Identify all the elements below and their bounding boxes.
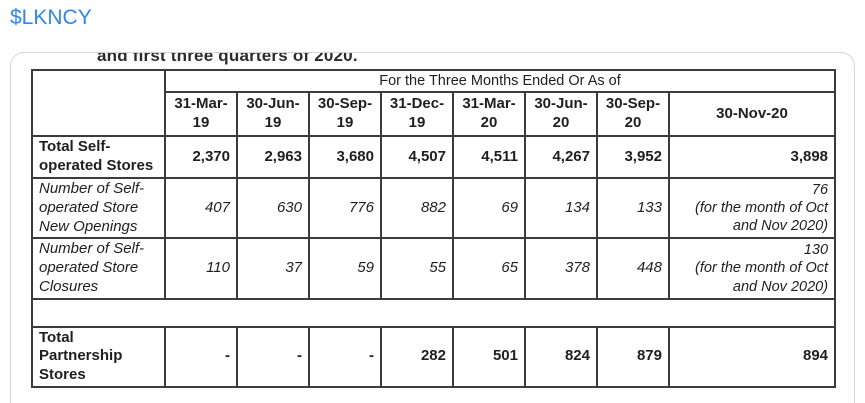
- cashtag-link[interactable]: $LKNCY: [10, 6, 92, 29]
- cell-value: 59: [308, 237, 382, 300]
- cell-value: 879: [596, 325, 670, 388]
- row-label: Number of Self-operated Store New Openin…: [31, 177, 166, 240]
- cell-value: 130: [803, 242, 829, 259]
- cell-value: 4,267: [524, 135, 598, 180]
- column-header: 31-Mar-19: [164, 91, 238, 138]
- cell-value: -: [236, 325, 310, 388]
- cell-value: 76: [811, 182, 829, 199]
- cell-value: 133: [596, 177, 670, 240]
- cell-value: 501: [452, 325, 526, 388]
- header-dates-row: 31-Mar-19 30-Jun-19 30-Sep-19 31-Dec-19 …: [32, 91, 837, 138]
- cell-value: 65: [452, 237, 526, 300]
- table-row-total-self-operated: Total Self-operated Stores 2,370 2,963 3…: [31, 135, 837, 180]
- column-header: 30-Jun-19: [236, 91, 310, 138]
- column-header: 31-Mar-20: [452, 91, 526, 138]
- cell-value: 4,507: [380, 135, 454, 180]
- column-header: 31-Dec-19: [380, 91, 454, 138]
- cell-value: 4,511: [452, 135, 526, 180]
- cell-value: 882: [380, 177, 454, 240]
- cell-value: 69: [452, 177, 526, 240]
- cell-value: -: [164, 325, 238, 388]
- cell-value: 3,952: [596, 135, 670, 180]
- table-row-total-partnership: Total Partnership Stores - - - 282 501 8…: [31, 325, 837, 388]
- cell-value: 55: [380, 237, 454, 300]
- header-span-row: For the Three Months Ended Or As of: [31, 68, 837, 138]
- cell-value-highlight: 76 (for the month of Oct and Nov 2020): [667, 177, 837, 240]
- cell-value: 448: [596, 237, 670, 300]
- cell-value: 378: [524, 237, 598, 300]
- column-header: 30-Jun-20: [524, 91, 598, 138]
- stores-table: For the Three Months Ended Or As of 31-M…: [30, 68, 837, 388]
- cell-value: 2,370: [164, 135, 238, 180]
- spacer-row: [30, 297, 837, 328]
- row-label: Total Self-operated Stores: [31, 135, 166, 180]
- cell-value: 407: [164, 177, 238, 240]
- spacer-cell: [30, 297, 837, 328]
- cell-value: 37: [236, 237, 310, 300]
- cell-value: 2,963: [236, 135, 310, 180]
- row-label: Number of Self-operated Store Closures: [31, 237, 166, 300]
- table-row-closures: Number of Self-operated Store Closures 1…: [31, 237, 837, 300]
- cell-value: 776: [308, 177, 382, 240]
- cell-value: 134: [524, 177, 598, 240]
- cell-value: 282: [380, 325, 454, 388]
- embedded-image-card: and first three quarters of 2020. For th…: [10, 52, 855, 403]
- cell-value-highlight: 130 (for the month of Oct and Nov 2020): [667, 237, 837, 300]
- cell-note: (for the month of Oct and Nov 2020): [695, 260, 829, 295]
- column-header: 30-Sep-20: [596, 91, 670, 138]
- cell-value: -: [308, 325, 382, 388]
- cell-value-highlight: 894: [667, 325, 837, 388]
- cell-value-highlight: 3,898: [667, 135, 837, 180]
- cell-value: 110: [164, 237, 238, 300]
- row-label: Total Partnership Stores: [31, 325, 166, 388]
- span-header-cell: For the Three Months Ended Or As of: [163, 68, 837, 94]
- table-row-new-openings: Number of Self-operated Store New Openin…: [31, 177, 837, 240]
- column-header: 30-Sep-19: [308, 91, 382, 138]
- cell-note: (for the month of Oct and Nov 2020): [695, 200, 829, 235]
- cell-value: 824: [524, 325, 598, 388]
- header-corner-cell: [31, 68, 166, 138]
- cell-value: 630: [236, 177, 310, 240]
- cell-value: 3,680: [308, 135, 382, 180]
- clipped-caption-text: and first three quarters of 2020.: [97, 52, 358, 65]
- column-header-highlight: 30-Nov-20: [667, 91, 837, 138]
